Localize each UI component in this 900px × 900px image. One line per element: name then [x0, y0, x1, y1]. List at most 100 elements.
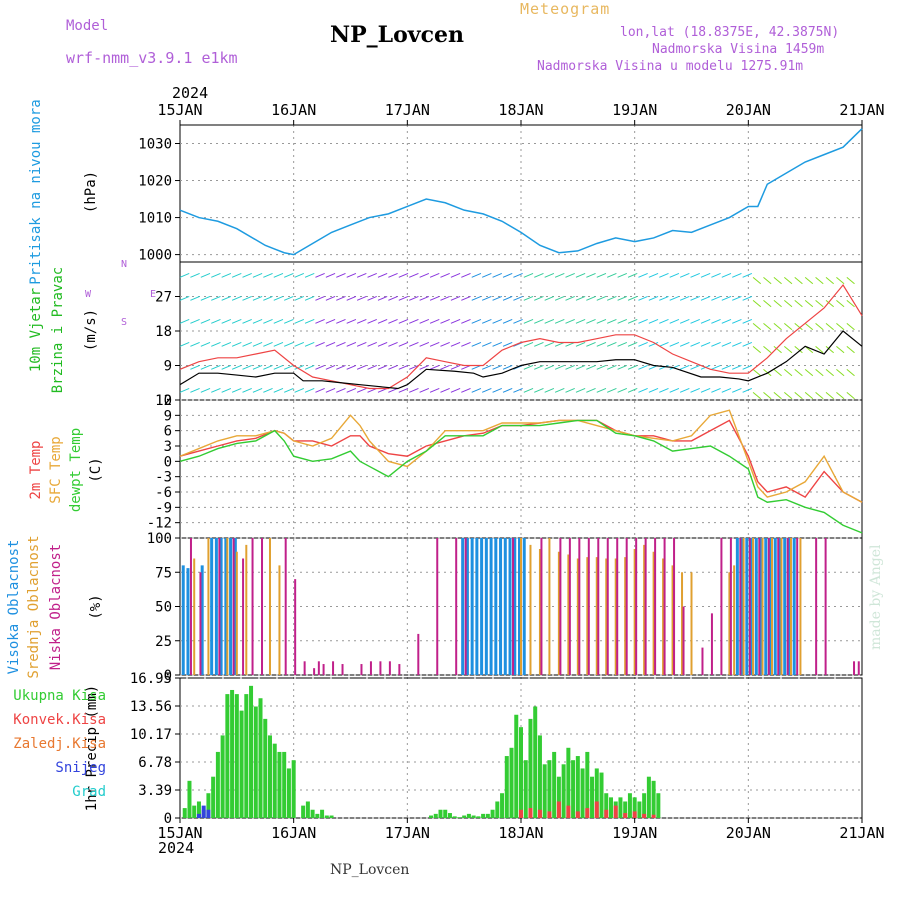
wind-barb: [367, 364, 377, 370]
wind-barb: [336, 295, 346, 301]
wind-barb: [648, 387, 659, 393]
wind-barb: [231, 364, 242, 370]
wind-barb: [607, 387, 617, 393]
wind-barb: [596, 364, 607, 370]
y-tick-label: 6: [164, 424, 172, 440]
wind-barb: [221, 295, 232, 301]
cloud-ylabel-mid: Srednja Oblacnost: [26, 535, 42, 678]
wind-barb: [346, 341, 357, 347]
wind-barb: [700, 341, 711, 347]
precip-bar: [201, 805, 206, 818]
wind-barb: [388, 364, 398, 370]
wind-barb: [846, 345, 855, 354]
precip-bar: [206, 793, 211, 818]
wind-speed-line: [179, 330, 863, 390]
wind-barb: [669, 272, 680, 278]
wind-barb: [742, 272, 753, 278]
wind-barb: [669, 295, 680, 301]
precip-bar: [646, 776, 651, 818]
wind-barb: [346, 295, 357, 301]
wind-barb: [794, 322, 803, 331]
wind-barb: [794, 345, 803, 354]
wind-barb: [461, 387, 471, 393]
wind-barb: [794, 368, 803, 377]
y-tick-label: 50: [155, 600, 172, 616]
wind-barb: [627, 341, 638, 347]
wind-barb: [409, 341, 419, 347]
precip-bar: [542, 764, 547, 818]
wind-barb: [586, 387, 596, 393]
lonlat-label: lon,lat (18.8375E, 42.3875N): [620, 25, 840, 40]
wind-barb: [846, 276, 855, 285]
precip-bar: [585, 751, 590, 818]
wind-barb: [617, 318, 628, 324]
wind-barb: [409, 364, 419, 370]
precip-bar: [282, 751, 287, 818]
wind-barb: [586, 318, 596, 324]
y-tick-label: 3.39: [138, 783, 172, 799]
wind-barb: [419, 341, 430, 347]
wind-barb: [388, 295, 398, 301]
wind-barb: [721, 364, 732, 370]
wind-unit: (m/s): [83, 309, 99, 351]
wind-key-s: S: [121, 317, 127, 328]
wind-barb: [492, 272, 502, 278]
wind-barb: [815, 391, 824, 400]
wind-barb: [586, 341, 596, 347]
wind-barb: [367, 318, 377, 324]
wind-barb: [419, 364, 430, 370]
wind-barb: [565, 364, 575, 370]
wind-barb: [283, 272, 294, 278]
wind-barb: [815, 368, 824, 377]
wind-barb: [544, 364, 555, 370]
wind-barb: [804, 322, 814, 331]
precip-bar: [500, 793, 505, 818]
precip-bar: [547, 760, 552, 818]
wind-barb: [294, 272, 305, 278]
x-tick-label-top: 16JAN: [271, 101, 316, 119]
wind-barb: [679, 295, 690, 301]
wind-barb: [242, 387, 252, 393]
precip-bar: [537, 809, 542, 818]
precip-bar: [632, 797, 637, 818]
wind-barb: [481, 318, 492, 324]
wind-barb: [679, 387, 690, 393]
wind-barb: [356, 295, 367, 301]
wind-barb: [732, 364, 742, 370]
wind-barb: [315, 272, 325, 278]
wind-barb: [513, 295, 523, 301]
wind-barb: [179, 318, 190, 324]
wind-barb: [513, 387, 523, 393]
wind-barb: [679, 341, 690, 347]
wind-barb: [409, 272, 419, 278]
wind-barb: [398, 318, 409, 324]
y-tick-label: 75: [155, 565, 172, 581]
wind-barb: [440, 318, 450, 324]
wind-barb: [648, 341, 659, 347]
wind-barb: [200, 318, 211, 324]
wind-barb: [356, 272, 367, 278]
wind-barb: [784, 345, 793, 354]
wind-barb: [283, 295, 294, 301]
wind-barb: [398, 341, 409, 347]
precip-bar: [604, 809, 609, 818]
wind-barb: [534, 364, 544, 370]
wind-barb: [419, 295, 430, 301]
wind-barb: [752, 299, 762, 308]
wind-barb: [607, 295, 617, 301]
precip-bar: [656, 793, 661, 818]
wind-barb: [263, 341, 273, 347]
wind-barb: [784, 368, 793, 377]
wind-barb: [784, 322, 793, 331]
wind-barb: [356, 318, 367, 324]
precip-bar: [519, 809, 523, 818]
precip-bar: [481, 813, 486, 818]
wind-barb: [607, 318, 617, 324]
y-tick-label: 1030: [138, 137, 172, 153]
precip-bar: [286, 768, 291, 818]
wind-barb: [523, 341, 534, 347]
wind-barb: [617, 341, 628, 347]
wind-barb: [304, 295, 315, 301]
wind-barb: [700, 387, 711, 393]
wind-barb: [544, 295, 555, 301]
